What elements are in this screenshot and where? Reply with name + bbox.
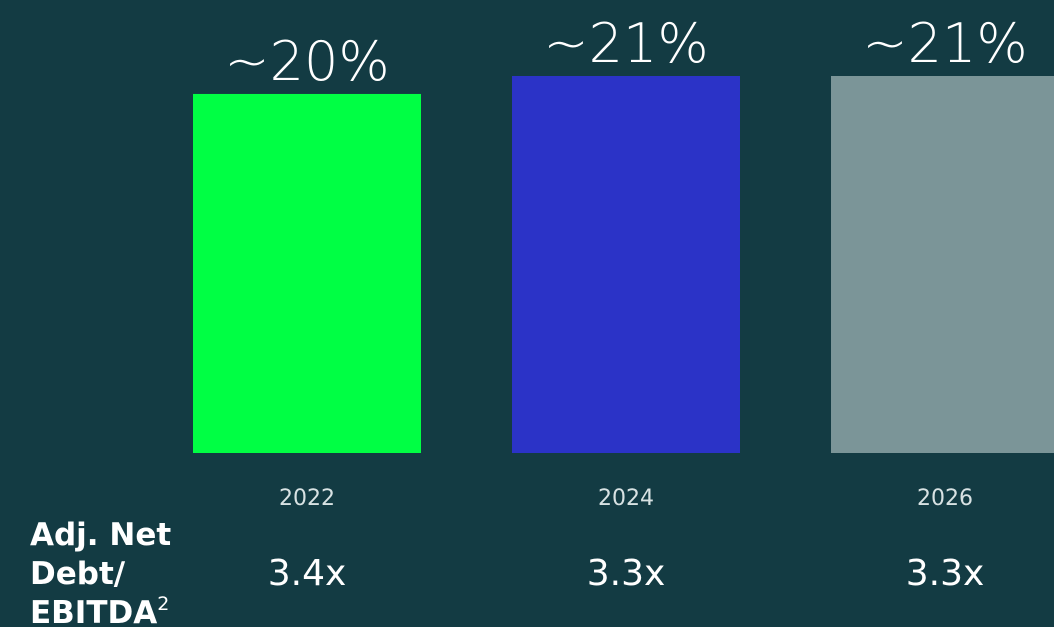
bar bbox=[831, 76, 1054, 453]
x-tick-label: 2024 bbox=[598, 486, 654, 511]
value-label: ~21% bbox=[862, 12, 1027, 75]
x-tick-label: 2022 bbox=[279, 486, 335, 511]
row-label-superscript: 2 bbox=[157, 593, 169, 615]
value-label: ~20% bbox=[224, 30, 389, 93]
value-label: ~21% bbox=[543, 12, 708, 75]
bar bbox=[512, 76, 740, 453]
x-tick-label: 2026 bbox=[917, 486, 973, 511]
row-label: Adj. Net bbox=[30, 517, 171, 553]
debt-value: 3.3x bbox=[587, 553, 666, 594]
debt-value: 3.4x bbox=[268, 553, 347, 594]
row-label: Debt/ bbox=[30, 556, 126, 592]
bar bbox=[193, 93, 421, 453]
row-label: EBITDA2 bbox=[30, 593, 169, 627]
debt-value: 3.3x bbox=[906, 553, 985, 594]
